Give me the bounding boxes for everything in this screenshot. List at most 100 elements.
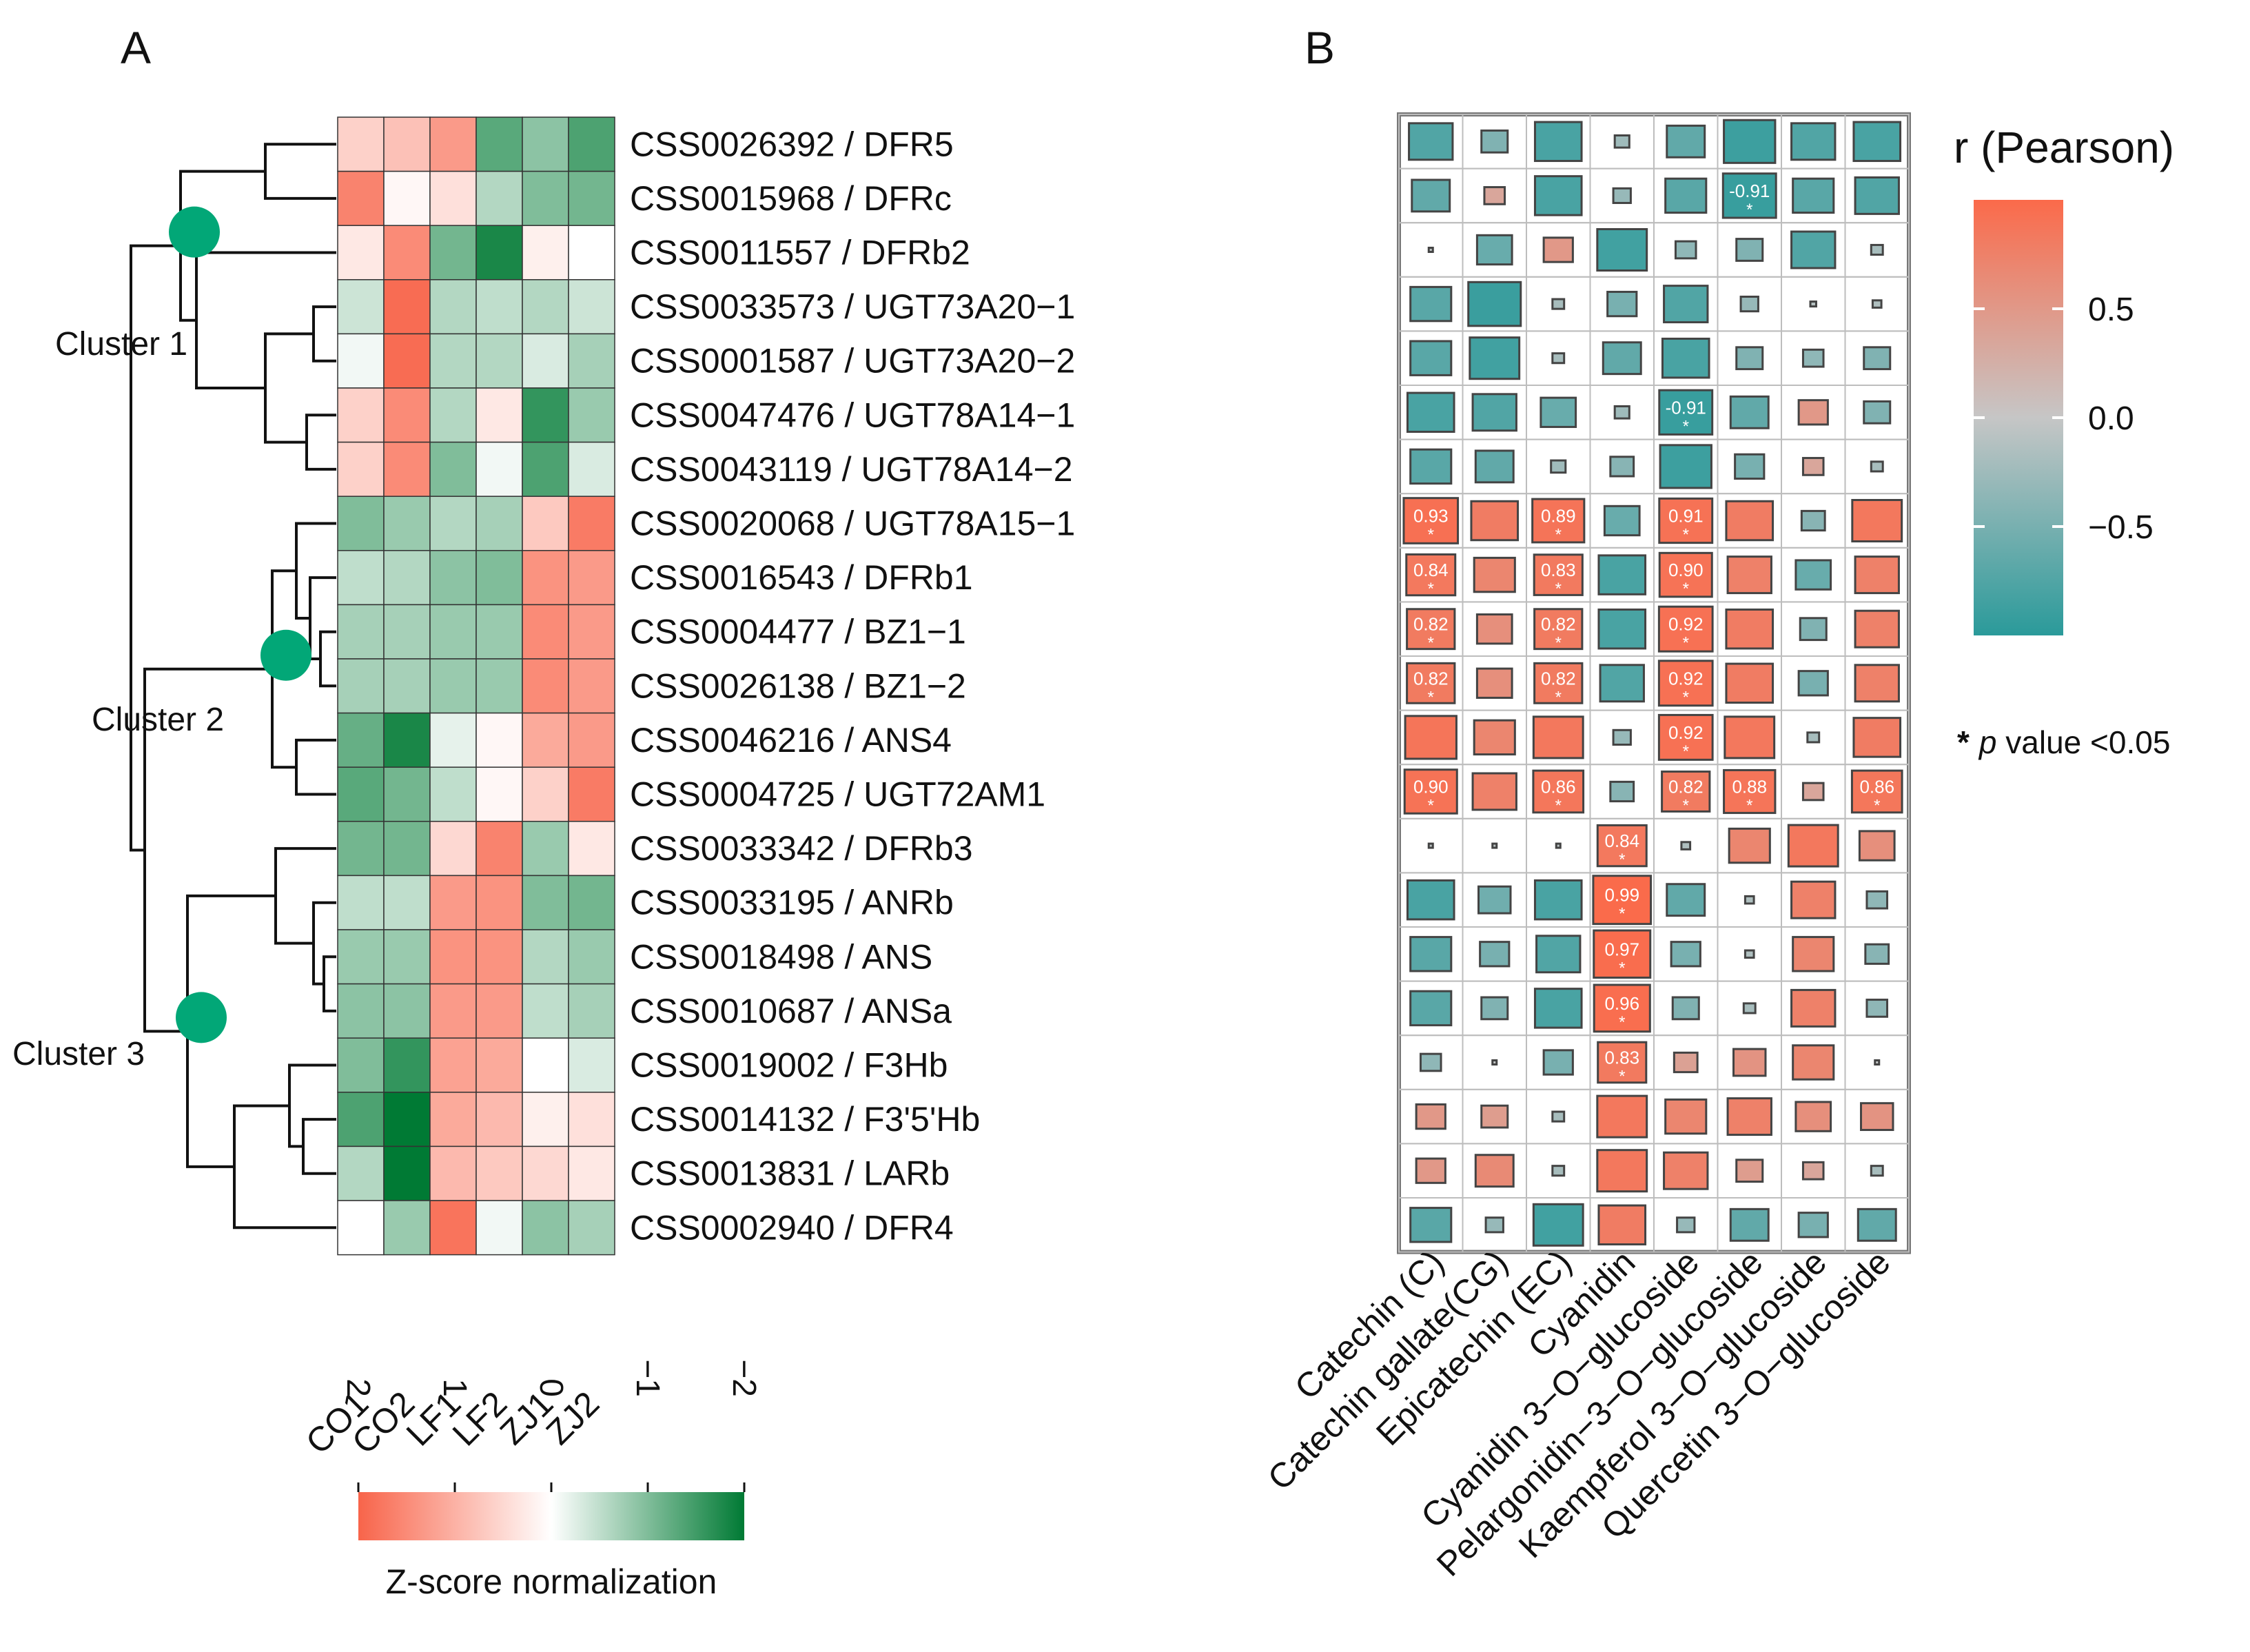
correlation-square — [1593, 929, 1652, 979]
pearson-tick-label: 0.0 — [2088, 400, 2134, 437]
heatmap-cell — [568, 1037, 615, 1093]
correlation-square — [1658, 497, 1714, 544]
heatmap-cell — [383, 333, 431, 389]
correlation-square — [1664, 1098, 1708, 1135]
heatmap-cell — [568, 766, 615, 822]
correlation-value: 0.90 — [1668, 560, 1704, 580]
heatmap-cell — [522, 496, 569, 551]
significance-star: * — [1619, 959, 1625, 977]
heatmap-cell — [383, 550, 431, 606]
heatmap-cell — [337, 170, 385, 226]
heatmap-cell — [337, 1092, 385, 1148]
heatmap-cell — [475, 333, 523, 389]
correlation-square — [1806, 731, 1821, 744]
heatmap-cell — [522, 875, 569, 930]
significance-star: * — [1428, 688, 1434, 706]
correlation-square — [1406, 608, 1456, 651]
correlation-square — [1405, 553, 1457, 597]
heatmap-cell — [383, 1092, 431, 1148]
correlation-square — [1852, 717, 1902, 758]
correlation-square — [1551, 298, 1566, 310]
cluster-label: Cluster 2 — [92, 702, 224, 738]
significance-star: * — [1683, 688, 1689, 706]
correlation-square — [1470, 500, 1520, 542]
heatmap-cell — [429, 658, 477, 714]
correlation-square — [1864, 943, 1890, 965]
heatmap-cell — [429, 496, 477, 551]
heatmap-cell — [429, 1145, 477, 1201]
heatmap-cell — [337, 387, 385, 443]
correlation-square — [1801, 457, 1825, 476]
correlation-square — [1593, 983, 1651, 1033]
significance-star: * — [1555, 526, 1562, 544]
heatmap-cell — [568, 983, 615, 1039]
heatmap-cell — [383, 441, 431, 497]
correlation-square — [1726, 1097, 1772, 1136]
heatmap-cell — [337, 496, 385, 551]
correlation-value: 0.93 — [1413, 506, 1449, 527]
heatmap-cell — [475, 387, 523, 443]
heatmap-cell — [522, 821, 569, 877]
correlation-square — [1402, 497, 1460, 544]
heatmap-cell — [383, 821, 431, 877]
heatmap-cell — [522, 658, 569, 714]
significance-star: * — [1555, 688, 1562, 706]
heatmap-cell — [568, 387, 615, 443]
correlation-square — [1659, 444, 1712, 489]
gene-labels: CSS0026392 / DFR5 CSS0015968 / DFRc CSS001… — [630, 125, 1075, 1247]
correlation-square — [1474, 1154, 1515, 1188]
correlation-square — [1863, 400, 1892, 425]
correlation-square — [1409, 448, 1453, 485]
zscore-tick-label: −2 — [726, 1359, 762, 1397]
heatmap-cell — [429, 116, 477, 172]
correlation-square — [1809, 300, 1817, 308]
heatmap-cell — [568, 441, 615, 497]
pearson-legend: r (Pearson) 0.5 0.0 −0.5 * p value <0.05 — [1954, 123, 2174, 760]
heatmap-cell — [522, 766, 569, 822]
heatmap-cell — [475, 441, 523, 497]
correlation-square — [1533, 879, 1583, 921]
correlation-square — [1532, 1203, 1584, 1247]
correlation-square — [1532, 715, 1584, 759]
heatmap-cell — [475, 116, 523, 172]
correlation-square — [1406, 879, 1455, 921]
dendrogram-branch — [305, 414, 336, 471]
correlation-value: 0.82 — [1541, 668, 1576, 689]
correlation-square — [1602, 341, 1642, 376]
correlation-square — [1676, 1216, 1696, 1234]
correlation-square — [1406, 391, 1455, 434]
correlation-square — [1533, 553, 1584, 596]
correlation-square — [1612, 728, 1632, 746]
correlation-square — [1555, 842, 1562, 849]
dendrogram-branch — [302, 1118, 336, 1175]
correlation-square — [1670, 941, 1701, 968]
correlation-square — [1471, 772, 1517, 811]
gene-label: CSS0026392 / DFR5 — [630, 125, 954, 163]
heatmap-cell — [522, 170, 569, 226]
correlation-square — [1797, 399, 1829, 426]
heatmap-cell — [475, 170, 523, 226]
pearson-legend-title: r (Pearson) — [1954, 123, 2174, 172]
heatmap-cell — [475, 658, 523, 714]
correlation-value: 0.86 — [1541, 777, 1576, 797]
heatmap-cell — [429, 712, 477, 768]
correlation-square — [1743, 895, 1755, 905]
correlation-square — [1661, 337, 1710, 379]
correlation-square — [1870, 1165, 1884, 1177]
correlation-value: 0.96 — [1604, 993, 1639, 1014]
zscore-tick-label: 2 — [340, 1378, 376, 1397]
heatmap-cell — [429, 225, 477, 281]
correlation-square — [1409, 340, 1453, 376]
correlation-value: 0.86 — [1859, 777, 1894, 797]
heatmap-cell — [429, 766, 477, 822]
correlation-square — [1477, 885, 1512, 915]
gene-label: CSS0033342 / DFRb3 — [630, 829, 973, 868]
correlation-square — [1854, 609, 1900, 649]
significance-star: * — [1428, 526, 1434, 544]
heatmap-cell — [429, 1037, 477, 1093]
dendrogram-branch — [319, 630, 336, 688]
correlation-value: 0.83 — [1604, 1048, 1639, 1068]
heatmap-cell — [568, 225, 615, 281]
correlation-square — [1735, 346, 1764, 371]
correlation-square — [1658, 551, 1713, 598]
